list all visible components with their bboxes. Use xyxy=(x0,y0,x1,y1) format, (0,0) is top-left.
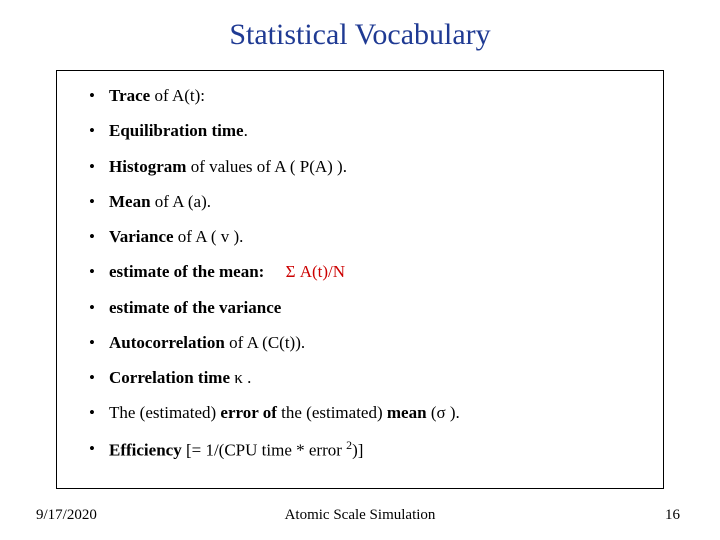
list-item: Efficiency [= 1/(CPU time * error 2)] xyxy=(85,438,643,461)
list-item: estimate of the variance xyxy=(85,297,643,318)
list-item: Equilibration time. xyxy=(85,120,643,141)
list-item: Histogram of values of A ( P(A) ). xyxy=(85,156,643,177)
list-item: Correlation time κ . xyxy=(85,367,643,388)
list-item: Mean of A (a). xyxy=(85,191,643,212)
list-item: Autocorrelation of A (C(t)). xyxy=(85,332,643,353)
bullet-list: Trace of A(t): Equilibration time. Histogr… xyxy=(85,85,643,460)
slide-title: Statistical Vocabulary xyxy=(48,18,672,52)
footer: 9/17/2020 Atomic Scale Simulation 16 xyxy=(0,507,720,524)
list-item: The (estimated) error of the (estimated)… xyxy=(85,402,643,423)
list-item: estimate of the mean: Σ A(t)/N xyxy=(85,261,643,282)
footer-date: 9/17/2020 xyxy=(36,507,97,524)
list-item: Trace of A(t): xyxy=(85,85,643,106)
slide: Statistical Vocabulary Trace of A(t): Equ… xyxy=(0,0,720,540)
list-item: Variance of A ( v ). xyxy=(85,226,643,247)
footer-center: Atomic Scale Simulation xyxy=(285,507,436,524)
content-box: Trace of A(t): Equilibration time. Histogr… xyxy=(56,70,664,489)
footer-page: 16 xyxy=(665,507,680,524)
